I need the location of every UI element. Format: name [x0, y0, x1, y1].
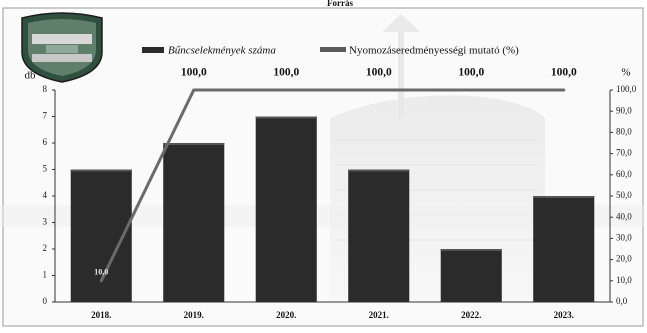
- line-point: [469, 88, 473, 92]
- line-point: [377, 88, 381, 92]
- line-point: [562, 88, 566, 92]
- legend-bar-swatch: [142, 47, 164, 53]
- legend-line-swatch: [320, 47, 346, 52]
- line-data-labels: 10,0 100,0 100,0 100,0 100,0 100,0: [94, 67, 577, 277]
- right-tick-label: 70,0: [616, 148, 632, 158]
- line-data-label: 100,0: [273, 67, 299, 79]
- right-tick-label: 80,0: [616, 126, 632, 136]
- left-tick-label: 3: [43, 217, 48, 227]
- line-point: [192, 88, 196, 92]
- bar: [255, 116, 317, 302]
- category-labels: 2018. 2019. 2020. 2021. 2022. 2023.: [91, 310, 574, 320]
- legend-line-label: Nyomozáseredményességi mutató (%): [349, 45, 519, 57]
- line-point: [284, 88, 288, 92]
- left-axis-title: db: [25, 70, 37, 82]
- category-label: 2022.: [461, 310, 481, 320]
- category-label: 2019.: [184, 310, 204, 320]
- category-label: 2021.: [369, 310, 389, 320]
- category-label: 2018.: [91, 310, 111, 320]
- line-data-label: 100,0: [458, 67, 484, 79]
- bar-series: [70, 116, 595, 302]
- category-label: 2020.: [276, 310, 296, 320]
- right-tick-label: 40,0: [616, 211, 632, 221]
- left-tick-label: 1: [43, 270, 48, 280]
- right-tick-label: 90,0: [616, 105, 632, 115]
- line-data-label: 100,0: [551, 67, 577, 79]
- right-tick-label: 60,0: [616, 169, 632, 179]
- bar: [163, 143, 225, 302]
- left-tick-label: 2: [43, 243, 48, 253]
- right-tick-label: 50,0: [616, 190, 632, 200]
- left-tick-label: 0: [43, 296, 48, 306]
- bar-top-edge: [533, 196, 595, 198]
- bar: [533, 196, 595, 302]
- line-data-label: 100,0: [181, 67, 207, 79]
- bar: [348, 169, 410, 302]
- right-axis-ticks: 0,0 10,0 20,0 30,0 40,0 50,0 60,0 70,0 80,0 90,0 1…: [610, 84, 637, 306]
- emblem-logo: [21, 12, 103, 83]
- line-data-label: 10,0: [94, 268, 108, 277]
- line-path: [99, 88, 564, 282]
- line-data-label: 100,0: [366, 67, 392, 79]
- bar-top-edge: [163, 143, 225, 145]
- left-tick-label: 8: [43, 84, 48, 94]
- bar-top-edge: [255, 116, 317, 119]
- header-text: Forrás: [327, 0, 353, 8]
- right-tick-label: 30,0: [616, 232, 632, 242]
- line-series: [99, 88, 566, 283]
- line-point: [99, 279, 103, 283]
- left-tick-label: 6: [43, 137, 48, 147]
- bar: [440, 249, 502, 302]
- bar-top-edge: [440, 249, 502, 251]
- category-label: 2023.: [554, 310, 574, 320]
- right-tick-label: 0,0: [616, 296, 628, 306]
- left-tick-label: 7: [43, 111, 48, 121]
- left-axis-ticks: 0 1 2 3 4 5 6 7 8: [43, 84, 55, 306]
- right-tick-label: 10,0: [616, 275, 632, 285]
- legend-bar-label: Bűncselekmények száma: [168, 45, 276, 57]
- right-axis-title: %: [621, 67, 630, 79]
- bar-top-edge: [348, 169, 410, 172]
- left-tick-label: 5: [43, 164, 48, 174]
- right-tick-label: 20,0: [616, 254, 632, 264]
- right-tick-label: 100,0: [616, 84, 637, 94]
- left-tick-label: 4: [43, 190, 48, 200]
- bar-top-edge: [70, 169, 132, 172]
- legend: Bűncselekmények száma Nyomozáseredményes…: [142, 45, 519, 57]
